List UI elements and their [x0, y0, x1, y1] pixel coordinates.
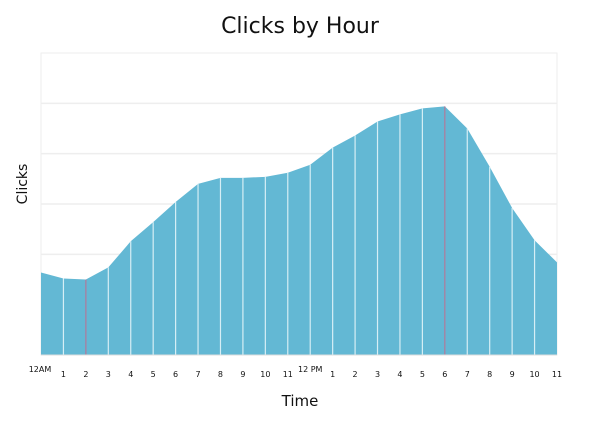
x-axis-label: Time — [281, 392, 319, 410]
x-tick-label: 12 PM — [298, 365, 323, 374]
x-tick-label: 6 — [442, 370, 447, 379]
x-tick-label: 9 — [240, 370, 245, 379]
x-tick-label: 6 — [173, 370, 178, 379]
x-tick-label: 8 — [218, 370, 223, 379]
x-tick-label: 5 — [420, 370, 425, 379]
x-tick-label: 3 — [106, 370, 111, 379]
x-tick-label: 4 — [397, 370, 402, 379]
x-tick-label: 7 — [195, 370, 200, 379]
x-tick-label: 11 — [283, 370, 293, 379]
x-tick-label: 11 — [552, 370, 562, 379]
x-tick-label: 10 — [529, 370, 539, 379]
x-tick-label: 1 — [61, 370, 66, 379]
x-tick-label: 1 — [330, 370, 335, 379]
x-tick-label: 12AM — [29, 365, 52, 374]
x-tick-label: 8 — [487, 370, 492, 379]
x-tick-label: 9 — [510, 370, 515, 379]
x-tick-label: 3 — [375, 370, 380, 379]
x-tick-label: 10 — [260, 370, 270, 379]
x-tick-label: 4 — [128, 370, 133, 379]
x-tick-label: 2 — [353, 370, 358, 379]
x-tick-label: 5 — [151, 370, 156, 379]
x-tick-label: 7 — [465, 370, 470, 379]
chart-title: Clicks by Hour — [221, 14, 379, 39]
x-tick-label: 2 — [83, 370, 88, 379]
area-series — [41, 106, 557, 355]
